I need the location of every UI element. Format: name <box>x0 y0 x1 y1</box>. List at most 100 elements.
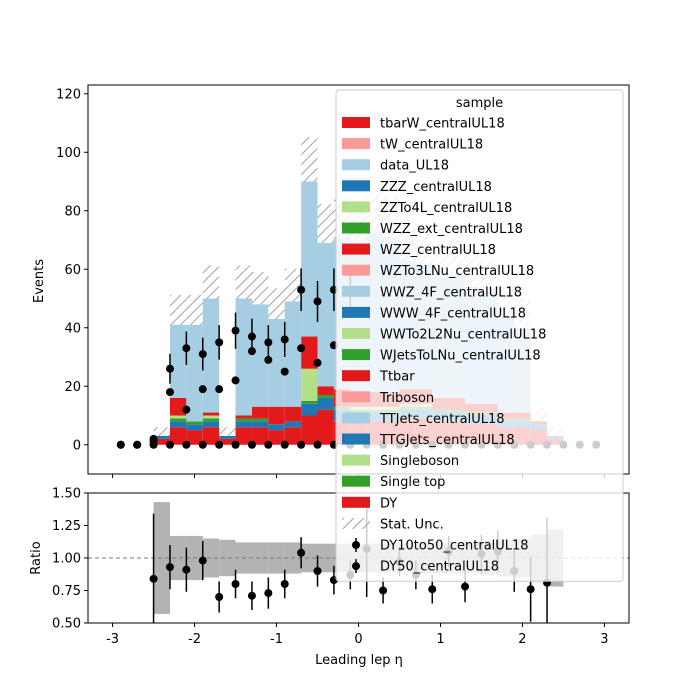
legend-label: WWW_4F_centralUL18 <box>380 306 526 321</box>
data-point <box>182 344 191 353</box>
legend-swatch <box>342 454 370 466</box>
data-point <box>280 335 289 344</box>
data-point <box>297 440 306 449</box>
stat-unc-hatch <box>186 294 203 325</box>
ratio-point <box>198 556 207 565</box>
stat-unc-hatch <box>202 265 220 299</box>
legend-swatch <box>342 496 370 508</box>
x-tick-label: -3 <box>106 632 119 647</box>
stack-bar <box>153 435 170 439</box>
ratio-point <box>231 580 240 588</box>
stat-unc-hatch <box>251 271 269 305</box>
data-point <box>264 355 273 364</box>
data-point <box>231 326 240 335</box>
legend-swatch <box>342 370 370 382</box>
stack-bar <box>235 427 252 445</box>
stat-unc-hatch <box>284 268 302 302</box>
stack-bar <box>268 318 285 407</box>
stack-bar <box>169 415 187 419</box>
stack-bar <box>301 400 318 404</box>
stack-bar <box>251 427 269 445</box>
ratio-unc-band <box>251 542 269 574</box>
stack-bar <box>251 406 269 419</box>
legend-label: WZZ_ext_centralUL18 <box>380 222 523 237</box>
data-point <box>215 440 224 449</box>
stack-bar <box>284 427 302 445</box>
stack-bar <box>153 438 170 445</box>
data-point <box>198 440 207 449</box>
stack-bar <box>202 427 220 445</box>
ratio-point <box>182 565 191 574</box>
ratio-point <box>165 563 174 572</box>
legend-label: TTGJets_centralUL18 <box>379 433 515 448</box>
y-axis-label-main: Events <box>32 259 47 303</box>
ratio-point <box>461 582 470 591</box>
x-tick-label: 1 <box>436 632 444 647</box>
stack-bar <box>268 406 285 425</box>
ratio-y-tick-label: 1.00 <box>52 552 81 567</box>
data-point <box>297 344 306 353</box>
stat-unc-hatch <box>153 427 170 436</box>
stack-bar <box>268 424 285 431</box>
stack-bar <box>317 395 334 398</box>
data-point <box>264 440 273 449</box>
stack-bar <box>169 427 187 445</box>
y-tick-label: 0 <box>73 438 81 453</box>
stat-unc-hatch <box>317 204 334 243</box>
y-tick-label: 100 <box>56 146 81 161</box>
legend-label: Singleboson <box>380 454 459 469</box>
legend-swatch <box>342 306 370 318</box>
legend-label: WWTo2L2Nu_centralUL18 <box>380 328 546 343</box>
legend-label: Triboson <box>379 391 434 406</box>
stack-bar <box>235 298 252 416</box>
x-tick-label: -1 <box>270 632 283 647</box>
data-point <box>280 440 289 449</box>
data-point <box>231 440 240 449</box>
y-axis-label-ratio: Ratio <box>29 541 44 574</box>
stack-bar <box>251 421 269 428</box>
data-point <box>149 440 158 449</box>
x-tick-label: 0 <box>354 632 362 647</box>
legend-swatch <box>342 349 370 361</box>
stat-unc-hatch <box>235 265 252 299</box>
x-tick-label: 2 <box>518 632 526 647</box>
stack-bar <box>251 418 269 422</box>
ratio-point <box>264 589 273 598</box>
ratio-point <box>215 593 224 601</box>
data-point <box>165 440 174 449</box>
legend-swatch <box>342 328 370 339</box>
data-point <box>247 347 256 356</box>
legend: sample tbarW_centralUL18 tW_centralUL18dat… <box>335 89 624 582</box>
legend-title: sample <box>456 96 503 111</box>
legend-swatch <box>342 159 370 171</box>
data-point <box>247 440 256 449</box>
stat-unc-hatch <box>169 294 187 325</box>
stack-bar <box>235 415 252 419</box>
legend-swatch <box>342 285 370 297</box>
data-point <box>247 332 256 341</box>
stack-bar <box>301 415 318 445</box>
data-point <box>116 440 125 449</box>
x-axis-label: Leading lep η <box>315 653 403 668</box>
legend-label: TTJets_centralUL18 <box>379 412 505 427</box>
ratio-point <box>526 585 535 594</box>
ratio-y-tick-label: 1.25 <box>52 519 81 534</box>
legend-swatch <box>342 391 370 403</box>
y-tick-label: 80 <box>64 204 81 219</box>
legend-box <box>335 89 624 582</box>
data-point <box>165 388 174 397</box>
legend-swatch <box>342 412 370 424</box>
stack-bar <box>186 421 203 425</box>
y-tick-label: 20 <box>64 380 81 395</box>
legend-label: WZZ_centralUL18 <box>380 243 496 258</box>
ratio-point <box>280 580 289 588</box>
legend-swatch <box>342 117 370 128</box>
data-point <box>182 405 191 414</box>
stack-bar <box>219 435 236 439</box>
data-point <box>149 434 158 443</box>
stat-unc-hatch <box>301 137 318 182</box>
legend-swatch <box>342 138 370 150</box>
legend-label: DY <box>380 496 397 511</box>
stack-bar <box>284 406 302 422</box>
ratio-point <box>313 567 322 575</box>
